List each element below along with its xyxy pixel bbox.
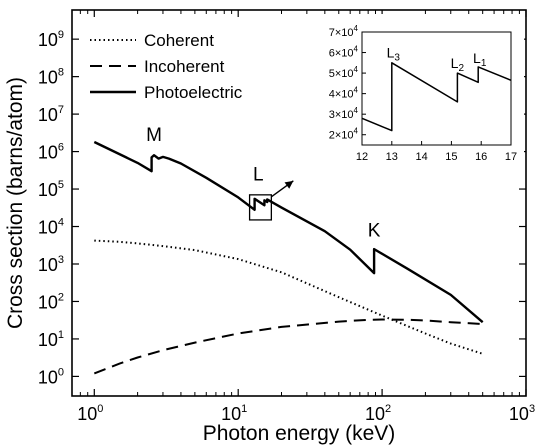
inset-background	[300, 14, 524, 170]
inset-frame	[361, 31, 512, 146]
y-tick-label: 107	[38, 104, 64, 125]
inset-plot: 12 13 14 15 16 17 2×104 3×104 4×104 5×104 6×104 7×1…	[300, 14, 524, 170]
inset-x-tick-label: 14	[415, 151, 427, 163]
inset-y-tick-label: 5×104	[329, 65, 359, 80]
inset-x-tick-label: 17	[505, 151, 517, 163]
inset-x-tick-label: 13	[386, 151, 398, 163]
main-plot: 100 101 102 103 100 101 102 103 104 105 106 107 108 1…	[4, 9, 535, 445]
zoom-arrow-head	[284, 180, 294, 189]
y-tick-label: 103	[38, 254, 64, 275]
inset-x-tick-label: 16	[475, 151, 487, 163]
inset-y-tick-label: 6×104	[329, 45, 359, 60]
y-tick-label: 105	[38, 179, 64, 200]
x-axis-title: Photon energy (keV)	[203, 422, 396, 445]
x-tick-label: 102	[365, 403, 391, 424]
series-photoelectric	[93, 140, 484, 324]
inset-photoelectric-line	[361, 62, 512, 132]
edge-label-k: K	[368, 221, 381, 242]
y-tick-label: 109	[38, 29, 64, 50]
y-axis-title: Cross section (barns/atom)	[4, 77, 27, 329]
y-tick-label: 100	[38, 366, 64, 387]
series-incoherent	[93, 318, 483, 375]
edge-label-m: M	[146, 125, 162, 146]
legend-label-incoherent: Incoherent	[144, 57, 225, 76]
inset-y-tick-label: 3×104	[329, 106, 359, 121]
y-tick-label: 108	[38, 67, 64, 88]
inset-y-tick-label: 7×104	[329, 24, 359, 39]
inset-x-tick-label: 12	[356, 151, 368, 163]
inset-edge-label-l3: L3	[387, 45, 401, 64]
inset-x-tick-label: 15	[445, 151, 457, 163]
edge-label-l: L	[253, 164, 264, 185]
y-tick-label: 101	[38, 329, 64, 350]
series-coherent	[94, 239, 484, 355]
inset-y-tick-label: 2×104	[329, 127, 359, 142]
y-tick-label: 104	[38, 217, 64, 238]
legend-label-coherent: Coherent	[144, 31, 214, 50]
plot-frame	[71, 9, 527, 397]
x-tick-label: 101	[221, 403, 247, 424]
inset-edge-label-l1: L1	[473, 50, 487, 69]
inset-y-tick-label: 4×104	[329, 86, 359, 101]
y-tick-label: 106	[38, 142, 64, 163]
inset-edge-label-l2: L2	[451, 55, 465, 74]
zoom-box	[248, 194, 273, 221]
x-tick-label: 100	[77, 403, 103, 424]
y-tick-label: 102	[38, 291, 64, 312]
x-tick-label: 103	[509, 403, 535, 424]
legend-label-photoelectric: Photoelectric	[144, 83, 243, 102]
